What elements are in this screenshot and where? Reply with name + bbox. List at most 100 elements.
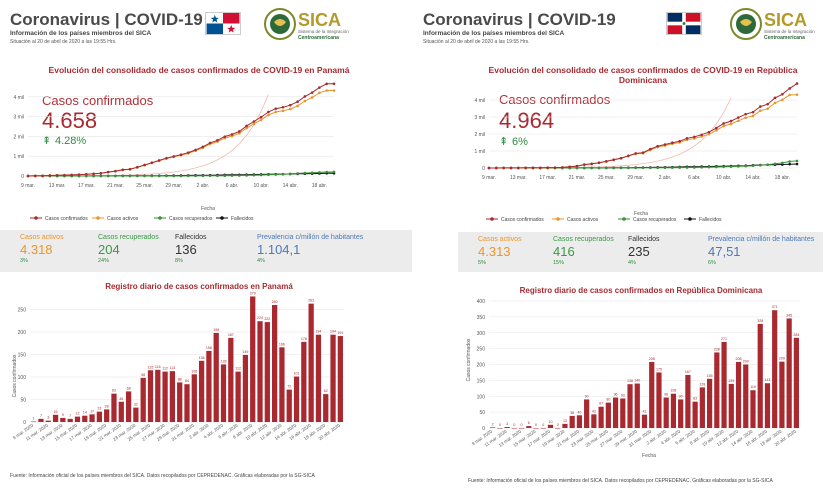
bar (649, 361, 655, 428)
legend-label: Casos recuperados (633, 217, 677, 223)
bar (104, 409, 110, 422)
x-tick-label: 10 abr. (253, 183, 268, 189)
x-tick-label: 9 mar. (21, 183, 35, 189)
series-point (114, 174, 117, 178)
y-tick-label: 2 mil (474, 132, 485, 138)
bar-value-label: 0 (542, 423, 544, 427)
bar-value-label: 141 (764, 378, 770, 382)
series-point (744, 116, 747, 119)
y-tick-label: 1 mil (474, 149, 485, 155)
x-tick-label: 6 abr. (226, 183, 239, 189)
kpi-band: Casos activos 4.313 5% Casos recuperados… (458, 232, 823, 272)
bar-value-label: 271 (721, 337, 727, 341)
bar-value-label: 0 (513, 423, 515, 427)
series-point (223, 174, 227, 178)
series-point (583, 163, 586, 166)
series-point (553, 166, 557, 169)
series-point (744, 112, 747, 116)
series-point (143, 163, 146, 167)
x-axis-label: Fecha (634, 211, 648, 217)
series-point (55, 173, 59, 177)
kpi-active-value: 4.318 (20, 242, 53, 257)
bar (620, 398, 626, 428)
bar-value-label: 43 (592, 409, 596, 413)
bar-value-label: 23 (97, 407, 101, 411)
bar (38, 418, 44, 422)
bar-value-label: 0 (521, 423, 523, 427)
series-point (281, 105, 285, 109)
kpi-prevalence-pct: 6% (708, 260, 716, 266)
bar (147, 370, 154, 422)
bar (685, 374, 691, 428)
big-number-label: Casos confirmados (42, 93, 154, 108)
bar (89, 414, 95, 422)
series-point (121, 174, 125, 178)
series-point (715, 126, 718, 130)
series-point (165, 156, 168, 160)
series-point (230, 133, 234, 136)
series-point (641, 151, 645, 154)
bar-value-label: 9 (62, 413, 64, 417)
series-point (245, 126, 248, 130)
series-point (128, 174, 132, 178)
series-point (649, 147, 652, 151)
bar (721, 341, 727, 428)
bar-value-label: 3 (506, 422, 508, 426)
bar (213, 332, 219, 422)
bar-value-label: 40 (577, 410, 581, 414)
kpi-active: Casos activos 4.313 5% (478, 236, 522, 266)
line-chart-panama: Evolución del consolidado de casos confi… (13, 65, 349, 222)
page-title: Coronavirus | COVID-19 (423, 10, 616, 29)
page-subtitle: Información de los países miembros del S… (10, 30, 152, 37)
series-point (201, 174, 205, 178)
series-point (759, 105, 762, 108)
bar (286, 389, 292, 422)
kpi-active-label: Casos activos (20, 234, 64, 241)
series-point (237, 132, 241, 135)
x-axis-label: Fecha (201, 206, 215, 212)
bar-value-label: 45 (119, 397, 123, 401)
series-point (157, 159, 161, 162)
series-point (495, 166, 498, 170)
bar-value-label: 3 (47, 416, 49, 420)
series-point (310, 96, 314, 99)
bar (82, 415, 88, 422)
bar (670, 393, 677, 428)
bar (279, 347, 285, 422)
y-tick-label: 3 mil (13, 115, 24, 121)
series-point (634, 166, 637, 170)
series-point (766, 163, 769, 167)
series-point (722, 122, 725, 125)
series-point (773, 96, 777, 100)
bar-value-label: 112 (235, 367, 241, 371)
series-point (759, 109, 762, 113)
y-axis-label: Casos confirmados (12, 354, 18, 397)
y-tick-label: 0 (23, 420, 26, 426)
bar (67, 418, 73, 422)
y-tick-label: 150 (477, 378, 486, 384)
series-point (597, 161, 601, 164)
bar-value-label: 187 (228, 333, 234, 337)
x-tick-label: 13 mar. (49, 183, 66, 189)
bar-value-label: 208 (736, 357, 742, 361)
series-point (788, 87, 791, 90)
bar-value-label: 279 (250, 291, 256, 295)
series-point (715, 129, 718, 132)
series-point (172, 155, 176, 158)
bar (735, 361, 742, 428)
bar-value-label: 108 (670, 389, 676, 393)
bar-value-label: 7 (40, 414, 42, 418)
kpi-prevalence-value: 47,51 (708, 244, 741, 259)
legend-marker (96, 216, 100, 220)
bar-value-label: 62 (324, 389, 328, 393)
bar (140, 377, 146, 422)
series-point (237, 130, 241, 133)
series-point (281, 172, 285, 176)
series-point (208, 141, 212, 145)
bar (692, 401, 698, 428)
x-tick-label: 14 abr. (745, 175, 760, 181)
kpi-recovered-value: 204 (98, 242, 120, 257)
source-footer: Fuente: Información oficial de los paíse… (10, 473, 315, 479)
series-point (318, 91, 321, 95)
big-number-label: Casos confirmados (499, 92, 611, 107)
